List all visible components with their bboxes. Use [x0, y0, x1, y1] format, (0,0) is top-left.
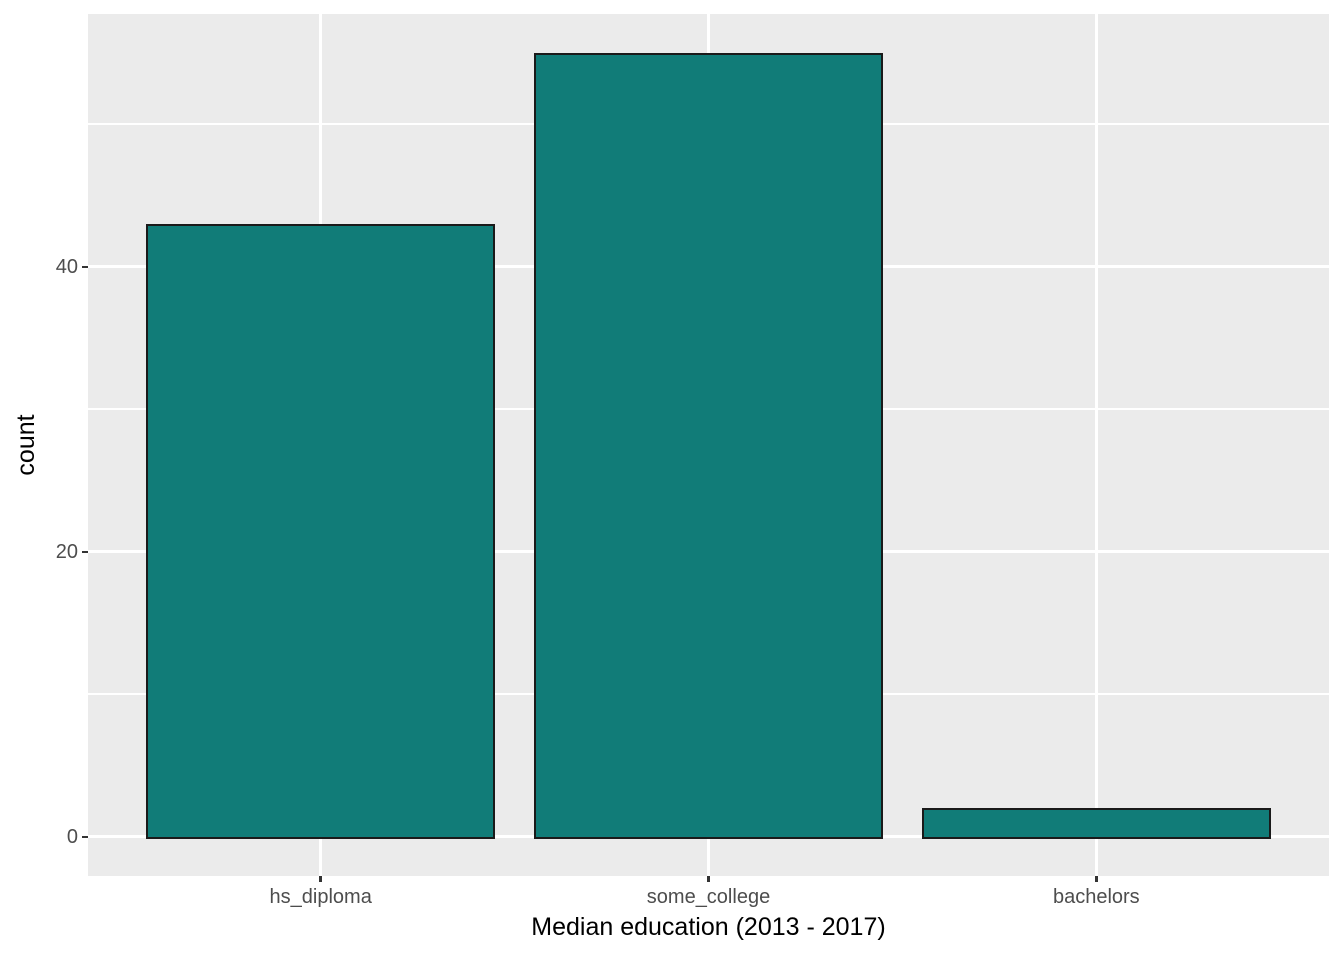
x-tick-mark: [319, 876, 322, 882]
y-tick-label: 40: [55, 255, 78, 278]
x-axis-title: Median education (2013 - 2017): [531, 913, 886, 941]
plot-panel: [88, 14, 1329, 876]
y-tick-mark: [82, 550, 88, 554]
x-tick-mark: [707, 876, 710, 882]
x-tick-mark: [1095, 876, 1098, 882]
y-tick-mark: [82, 265, 88, 269]
x-tick-label: some_college: [646, 886, 771, 908]
x-tick-label: hs_diploma: [269, 886, 372, 908]
x-major-gridline: [1094, 14, 1098, 876]
y-tick-mark: [82, 835, 88, 839]
y-tick-label: 0: [66, 825, 78, 848]
x-tick-label: bachelors: [1052, 886, 1140, 908]
bar: [533, 53, 884, 839]
y-tick-label: 20: [55, 540, 78, 563]
bar: [146, 224, 496, 839]
bar: [921, 808, 1271, 839]
